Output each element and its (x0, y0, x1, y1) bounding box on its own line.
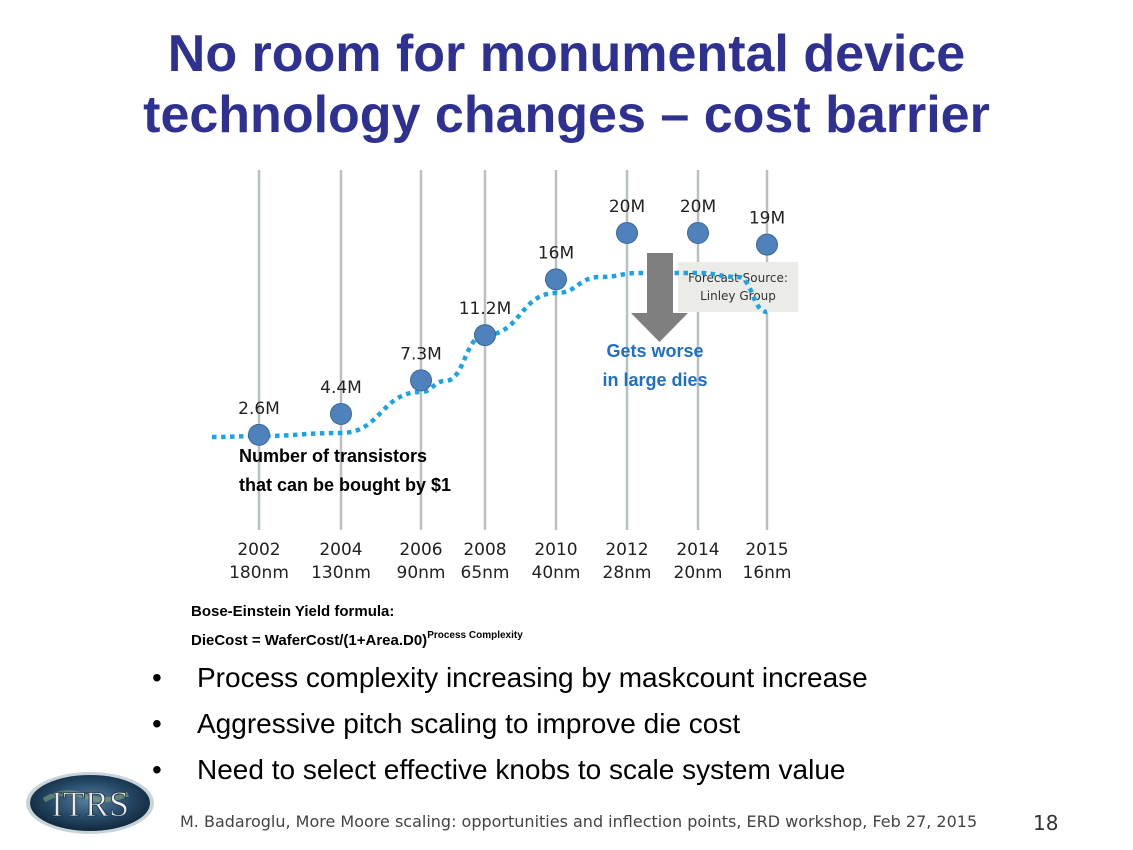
x-tick-node: 130nm (311, 563, 371, 583)
forecast-source-background (678, 262, 798, 312)
logo-land (42, 790, 129, 803)
bullet-item: • Process complexity increasing by maskco… (152, 658, 868, 704)
bullet-list: • Process complexity increasing by maskco… (152, 658, 868, 796)
x-tick-node: 90nm (397, 563, 446, 583)
series-label-line-1: Number of transistors (239, 446, 427, 466)
data-label: 7.3M (400, 344, 442, 364)
arrow-shaft (647, 253, 673, 313)
data-point (616, 222, 638, 244)
formula-exponent: Process Complexity (427, 630, 523, 641)
data-point (330, 402, 352, 425)
data-label: 19M (749, 209, 785, 229)
x-tick-node: 65nm (461, 563, 510, 583)
footer-citation: M. Badaroglu, More Moore scaling: opport… (180, 812, 978, 831)
forecast-source-line-2: Linley Group (700, 289, 776, 303)
data-points (248, 222, 778, 446)
x-tick-year: 2006 (399, 540, 442, 560)
arrow-head (631, 313, 688, 342)
data-label: 2.6M (238, 399, 280, 419)
x-tick-node: 20nm (674, 563, 723, 583)
data-point (545, 268, 567, 291)
data-label: 11.2M (459, 299, 512, 319)
x-tick-year: 2012 (605, 540, 648, 560)
forecast-source-box: Forecast Source: Linley Group (678, 262, 798, 312)
x-tick-year: 2004 (319, 540, 362, 560)
formula-expression: DieCost = WaferCost/(1+Area.D0)Process C… (191, 624, 523, 653)
x-tick-year: 2008 (463, 540, 506, 560)
logo-text: ITRS (51, 784, 129, 824)
data-point (410, 369, 432, 392)
bullet-item: • Need to select effective knobs to scale… (152, 750, 868, 796)
data-label: 20M (680, 197, 716, 217)
transistors-per-dollar-chart: Forecast Source: Linley Group 2.6M 4.4M 7.… (211, 170, 798, 583)
x-tick-node: 40nm (532, 563, 581, 583)
bullet-text: Aggressive pitch scaling to improve die … (197, 708, 741, 739)
x-tick-node: 180nm (229, 563, 289, 583)
annotation-line-2: in large dies (602, 370, 707, 390)
data-point (687, 222, 709, 244)
logo-globe (30, 775, 150, 831)
x-tick-year: 2014 (676, 540, 719, 560)
x-tick-year: 2010 (534, 540, 577, 560)
bullet-symbol: • (152, 708, 162, 739)
data-point (474, 324, 496, 347)
trend-line (211, 270, 768, 440)
yield-formula: Bose-Einstein Yield formula: DieCost = W… (191, 600, 523, 653)
bullet-text: Need to select effective knobs to scale … (197, 754, 846, 785)
data-point (248, 423, 270, 446)
x-tick-node: 28nm (603, 563, 652, 583)
bullet-text: Process complexity increasing by maskcou… (197, 662, 868, 693)
x-tick-year: 2002 (237, 540, 280, 560)
down-arrow-icon (631, 253, 688, 342)
data-label: 16M (538, 243, 574, 263)
formula-heading: Bose-Einstein Yield formula: (191, 603, 395, 620)
title-line-2: technology changes – cost barrier (143, 86, 990, 144)
page-number: 18 (1033, 811, 1059, 835)
title-line-1: No room for monumental device (167, 25, 966, 83)
formula-main: DieCost = WaferCost/(1+Area.D0) (191, 632, 428, 649)
x-tick-node: 16nm (743, 563, 792, 583)
bullet-item: • Aggressive pitch scaling to improve die… (152, 704, 868, 750)
x-tick-labels: 2002 180nm 2004 130nm 2006 90nm 2008 65nm 2010 40… (229, 540, 791, 583)
bullet-symbol: • (152, 754, 162, 785)
data-label: 4.4M (320, 378, 362, 398)
itrs-logo: ITRS (26, 772, 154, 834)
bullet-symbol: • (152, 662, 162, 693)
x-tick-year: 2015 (745, 540, 788, 560)
data-point (756, 233, 778, 256)
annotation-line-1: Gets worse (606, 341, 703, 361)
data-labels: 2.6M 4.4M 7.3M 11.2M 16M 20M 20M 19M (238, 197, 785, 419)
slide-title: No room for monumental device technology… (0, 24, 1133, 146)
data-label: 20M (609, 197, 645, 217)
series-label-line-2: that can be bought by $1 (239, 475, 451, 495)
